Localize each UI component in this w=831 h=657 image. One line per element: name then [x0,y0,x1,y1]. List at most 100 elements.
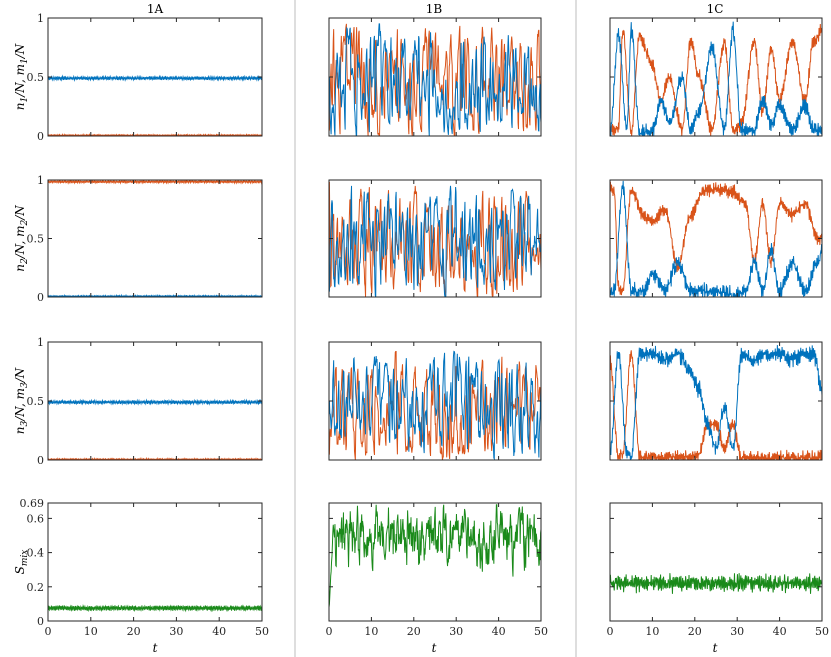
y-tick-label: 0.5 [27,233,45,246]
y-label-part-main2: m [13,64,27,75]
y-tick-label: 0.2 [27,581,45,594]
x-tick-label: 20 [688,625,702,638]
column-dividers [294,0,577,657]
panel-series-group [48,398,262,460]
column-title-1a: 1A [147,2,164,16]
y-label-part-sub2: 1 [20,58,30,64]
x-tick-label: 0 [607,625,614,638]
y-tick-label: 0.69 [20,497,45,510]
series-entropy-line [48,603,262,613]
y-tick-label: 0.5 [27,71,45,84]
panel-1c-row3 [609,341,823,461]
series-n-line [329,185,541,297]
panel-1b-row2 [328,179,542,298]
x-axis-label-1a: t [153,641,158,655]
x-tick-label: 40 [492,625,506,638]
panel-frame [609,179,823,298]
series-n-line [610,21,822,136]
y-label-part-main2: m [13,388,27,399]
y-label-part-sub2: 3 [20,382,30,388]
y-label-part-rest: /N, [13,75,27,97]
panel-series-group [48,603,262,613]
y-tick-label: 0 [37,454,44,467]
panel-series-group [329,23,541,136]
x-axis-label-1b: t [432,641,437,655]
y-label-part-rest: /N, [13,237,27,259]
y-tick-label: 1 [37,174,44,187]
series-m-line [610,350,822,460]
x-tick-label: 0 [326,625,333,638]
series-n-line [610,345,822,460]
panel-frame [47,179,263,298]
x-axis-labels: t t t [153,641,718,655]
series-n-line [329,23,541,136]
x-tick-label: 10 [645,625,659,638]
y-axis-label-row1: n1/N, m1/N [13,43,30,110]
panel-frame [609,502,823,622]
y-tick-label: 1 [37,12,44,25]
panel-frame [47,502,263,622]
series-m-line [48,180,262,185]
y-tick-label: 0 [37,130,44,143]
series-n-line [48,74,262,82]
panel-1b-row3 [328,341,542,461]
y-axis-label-row3: n3/N, m3/N [13,367,30,434]
x-tick-label: 50 [534,625,548,638]
y-axis-label-row4: Smix [13,550,30,575]
y-tick-label: 0.6 [27,512,45,525]
panel-frame [328,502,542,622]
y-label-part-rest2: /N [13,367,27,383]
panel-series-group [610,180,822,297]
y-tick-label: 0.5 [27,395,45,408]
panel-1a-row4: 0 0.2 0.4 0.6 0.69 0 10 20 30 40 50 [20,497,270,638]
panel-1b-row4: 0 10 20 30 40 50 [326,502,548,638]
panel-1a-row3: 00.51 [27,336,263,467]
y-label-part-main2: m [13,226,27,237]
panel-1a-row2: 00.51 [27,174,263,304]
series-n-line [48,293,262,297]
series-entropy-line [610,573,822,594]
panel-series-group [610,573,822,594]
y-tick-label: 1 [37,336,44,349]
x-tick-label: 30 [730,625,744,638]
series-entropy-line [329,504,541,608]
panel-1c-row4: 0 10 20 30 40 50 [607,502,829,638]
column-title-1c: 1C [707,2,724,16]
y-label-part-sub: 2 [20,258,30,265]
series-m-line [329,181,541,297]
x-tick-label: 30 [169,625,183,638]
y-label-part-rest: /N, [13,399,27,421]
panel-series-group [610,21,822,136]
panel-series-group [48,180,262,297]
series-n-line [48,398,262,406]
y-label-part-main: n [13,103,27,111]
panel-1a-row1: 00.51 [27,12,263,143]
y-label-part-sub: 3 [20,421,30,427]
x-tick-label: 40 [773,625,787,638]
y-label-part-sub: 1 [20,97,30,103]
y-label-part-rest2: /N [13,205,27,221]
panel-1c-row1 [609,17,823,137]
y-tick-label: 0 [37,291,44,304]
x-tick-label: 50 [815,625,829,638]
panel-series-group [48,74,262,136]
x-axis-label-1c: t [713,641,718,655]
y-tick-label: 0.4 [27,547,45,560]
x-tick-label: 40 [212,625,226,638]
panel-series-group [610,345,822,460]
x-tick-label: 0 [45,625,52,638]
x-tick-label: 20 [407,625,421,638]
y-label-part-rest2: /N [13,43,27,59]
series-m-line [610,181,822,296]
panel-series-group [329,504,541,608]
x-tick-label: 50 [255,625,269,638]
x-tick-label: 10 [364,625,378,638]
x-tick-label: 30 [449,625,463,638]
column-title-1b: 1B [426,2,443,16]
y-label-part-sub: mix [20,550,30,567]
x-tick-label: 20 [127,625,141,638]
panel-series-group [329,350,541,460]
